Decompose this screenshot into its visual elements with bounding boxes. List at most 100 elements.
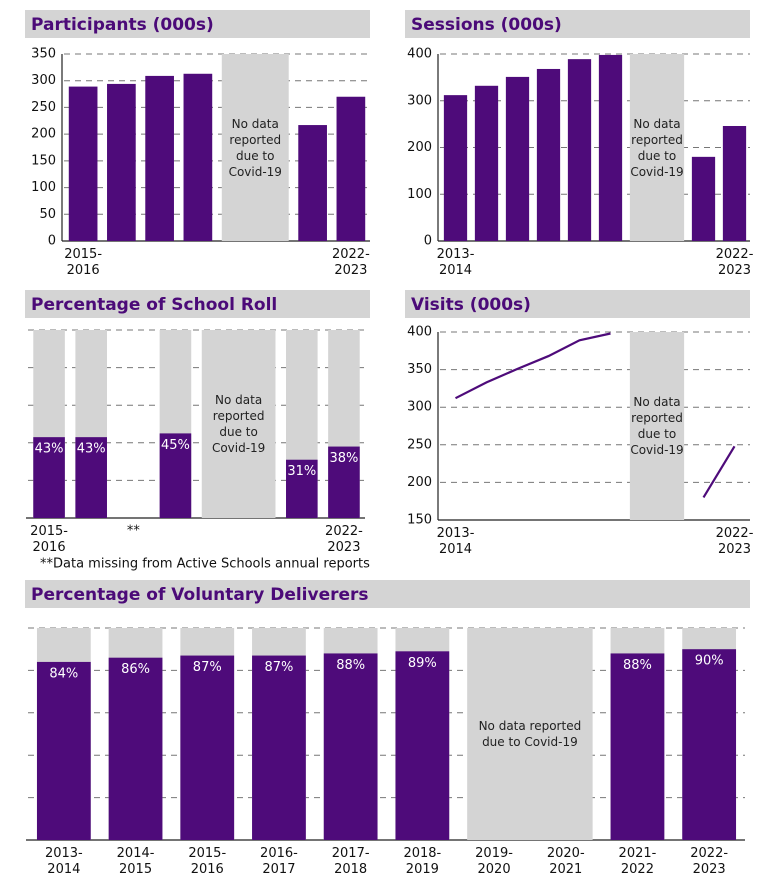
value-label: 88% <box>336 658 365 673</box>
bar <box>286 459 318 518</box>
plot: 0 100 200 300 400 No data reported due to Cov… <box>407 47 754 278</box>
bar <box>610 653 665 840</box>
bar <box>567 59 592 241</box>
y-tick-label: 300 <box>407 93 432 108</box>
bar <box>323 653 378 840</box>
bar <box>298 125 327 241</box>
annotation-box: No data reported due to Covid-19 <box>228 116 282 179</box>
x-tick-label: 2016-2017 <box>260 846 298 877</box>
line <box>455 332 736 499</box>
chart-title: Percentage of Voluntary Deliverers <box>31 585 369 605</box>
y-tick-label: 200 <box>407 475 432 490</box>
bar <box>536 68 561 242</box>
chart-title: Sessions (000s) <box>411 15 562 35</box>
value-label: 90% <box>695 654 724 669</box>
y-tick-label: 100 <box>31 180 56 195</box>
bar <box>252 655 306 840</box>
y-tick-label: 250 <box>407 437 432 452</box>
x-tick-label: 2015-2016 <box>188 846 226 877</box>
x-tick-label: 2022-2023 <box>325 524 363 555</box>
no-data-block <box>629 332 685 520</box>
y-tick-label: 150 <box>31 153 56 168</box>
title-bar <box>405 10 750 38</box>
x-tick-label: 2019-2020 <box>475 846 513 877</box>
title-bar <box>25 10 370 38</box>
title-bar <box>405 290 750 318</box>
bar <box>336 96 366 241</box>
value-label: 43% <box>77 442 106 457</box>
annotation: No data reported due to Covid-19 <box>211 393 266 455</box>
y-tick-label: 300 <box>407 400 432 415</box>
value-label: 87% <box>193 660 222 675</box>
annotation-box: No data reported due to Covid-19 <box>211 393 266 455</box>
annotation-box: No data reported due to Covid-19 <box>630 117 683 179</box>
x-tick-label: 2014-2015 <box>117 846 155 877</box>
bar <box>33 437 65 518</box>
value-label: 88% <box>623 658 652 673</box>
y-tick-label: 50 <box>39 207 56 222</box>
x-tick-label: 2022-2023 <box>332 247 370 278</box>
y-tick-label: 300 <box>31 73 56 88</box>
no-data-block <box>201 330 276 518</box>
bar <box>691 156 716 241</box>
footnote: **Data missing from Active Schools annua… <box>40 557 370 572</box>
bar <box>159 433 192 518</box>
annotation: No data reported due to Covid-19 <box>228 116 282 179</box>
bar <box>75 437 107 518</box>
x-tick-label: 2022-2023 <box>690 846 728 877</box>
plot: 0 50 100 150 200 250 300 350 No data reported du… <box>31 47 370 278</box>
y-tick-label: 400 <box>407 47 432 62</box>
chart-title: Percentage of School Roll <box>31 295 277 315</box>
value-label: 86% <box>121 662 150 677</box>
y-tick-label: 100 <box>407 187 432 202</box>
bar <box>145 75 174 241</box>
bar <box>108 657 163 840</box>
y-tick-label: 350 <box>31 47 56 62</box>
bar <box>474 85 499 241</box>
bar <box>180 655 235 840</box>
x-tick-label: 2020-2021 <box>547 846 585 877</box>
value-label: 87% <box>264 660 293 675</box>
bar <box>107 83 136 241</box>
y-tick-label: 350 <box>407 362 432 377</box>
x-tick-label: 2013-2014 <box>437 247 475 278</box>
y-tick-label: 250 <box>31 100 56 115</box>
annotation: No data reported due to Covid-19 <box>630 395 684 457</box>
y-tick-label: 0 <box>48 234 56 249</box>
x-tick-label: 2021-2022 <box>619 846 657 877</box>
no-data-block <box>467 628 593 840</box>
x-tick-label: 2015-2016 <box>64 247 102 278</box>
x-tick-label: 2022-2023 <box>716 526 754 557</box>
value-label: 31% <box>287 464 316 479</box>
bar <box>36 661 91 840</box>
value-label: 38% <box>329 451 358 466</box>
x-tick-label: 2013-2014 <box>437 526 475 557</box>
title-bar <box>25 580 750 608</box>
x-tick-label: ** <box>127 524 141 539</box>
bar <box>598 54 623 242</box>
plot: No data reported due to Covid-19 2015-201… <box>26 329 370 572</box>
bar <box>682 649 737 840</box>
y-tick-label: 150 <box>407 513 432 528</box>
x-tick-label: 2022-2023 <box>716 247 754 278</box>
y-tick-label: 0 <box>424 234 432 249</box>
value-label: 43% <box>35 442 64 457</box>
bar <box>722 125 747 241</box>
value-label: 89% <box>408 656 437 671</box>
annotation-box: No data reported due to Covid-19 <box>630 395 684 457</box>
no-data-block <box>221 54 289 241</box>
y-tick-label: 400 <box>407 325 432 340</box>
bar <box>183 73 213 241</box>
plot: No data reported due to Covid-19 2013-201… <box>26 627 745 877</box>
bar <box>443 95 468 241</box>
chart-title: Participants (000s) <box>31 15 214 35</box>
x-tick-label: 2013-2014 <box>45 846 83 877</box>
bar <box>328 446 360 518</box>
value-label: 45% <box>161 438 190 453</box>
x-tick-label: 2015-2016 <box>30 524 68 555</box>
annotation: No data reported due to Covid-19 <box>478 719 582 749</box>
y-tick-label: 200 <box>407 140 432 155</box>
value-label: 84% <box>49 666 78 681</box>
